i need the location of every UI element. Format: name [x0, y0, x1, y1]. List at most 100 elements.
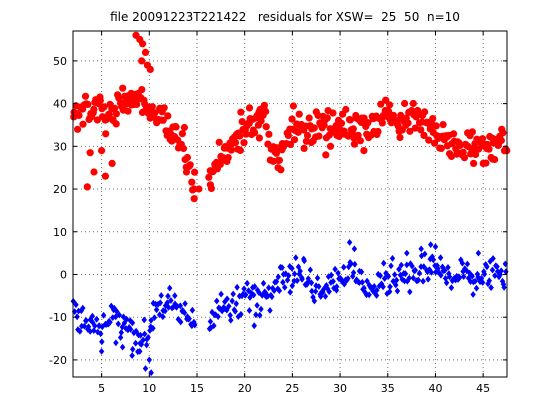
- data-point: [485, 145, 493, 153]
- data-point: [464, 260, 471, 268]
- data-point: [498, 267, 504, 275]
- data-point: [133, 100, 141, 108]
- data-point: [489, 155, 497, 163]
- data-point: [378, 280, 385, 288]
- data-point: [84, 100, 92, 108]
- data-point: [435, 265, 441, 272]
- data-point: [481, 270, 488, 278]
- data-point: [411, 124, 419, 132]
- data-point: [404, 277, 411, 285]
- series-1: [70, 239, 509, 377]
- data-point: [226, 302, 232, 310]
- data-point: [260, 104, 268, 112]
- data-point: [420, 131, 428, 139]
- data-point: [437, 254, 444, 262]
- data-point: [459, 259, 466, 267]
- x-tick-label: 40: [428, 382, 442, 395]
- data-point: [125, 326, 131, 334]
- data-point: [341, 263, 347, 271]
- data-point: [95, 328, 101, 336]
- data-point: [164, 112, 172, 120]
- data-point: [460, 154, 469, 162]
- data-point: [404, 249, 410, 257]
- data-point: [215, 138, 223, 146]
- data-point: [251, 129, 259, 137]
- data-point: [314, 274, 321, 282]
- data-point: [141, 48, 150, 57]
- data-point: [291, 277, 297, 285]
- data-point: [381, 275, 388, 282]
- data-point: [188, 178, 196, 186]
- data-point: [100, 311, 107, 319]
- data-point: [322, 151, 330, 159]
- data-point: [190, 195, 198, 203]
- data-point: [407, 288, 413, 296]
- data-point: [329, 109, 337, 117]
- data-point: [111, 304, 118, 312]
- chart-title: file 20091223T221422 residuals for XSW= …: [110, 10, 460, 24]
- data-point: [315, 132, 323, 140]
- data-point: [293, 254, 299, 262]
- data-point: [490, 255, 496, 262]
- data-point: [255, 108, 263, 116]
- data-point: [448, 284, 455, 292]
- data-point: [381, 259, 387, 267]
- data-point: [282, 284, 288, 291]
- data-point: [469, 272, 475, 280]
- data-point: [492, 272, 498, 279]
- data-point: [346, 116, 354, 124]
- data-point: [191, 168, 199, 176]
- data-point: [404, 119, 412, 127]
- data-point: [332, 265, 338, 273]
- data-point: [280, 278, 286, 286]
- data-point: [418, 263, 424, 271]
- x-tick-label: 20: [238, 382, 252, 395]
- data-point: [118, 329, 124, 336]
- data-point: [383, 269, 389, 277]
- data-point: [160, 313, 166, 321]
- data-point: [157, 299, 163, 307]
- data-point: [83, 317, 89, 324]
- data-point: [359, 278, 365, 286]
- data-point: [432, 243, 439, 251]
- data-point: [119, 323, 125, 331]
- data-point: [287, 288, 293, 296]
- data-point: [98, 147, 106, 155]
- data-point: [248, 290, 255, 297]
- data-point: [387, 288, 393, 295]
- data-point: [494, 263, 500, 270]
- data-point: [488, 284, 494, 291]
- data-point: [93, 116, 101, 124]
- data-point: [286, 140, 294, 148]
- data-point: [160, 104, 168, 112]
- grid-lines: [73, 31, 507, 377]
- data-point: [231, 138, 240, 147]
- y-tick-label: 0: [60, 268, 67, 281]
- data-point: [446, 273, 453, 281]
- data-point: [246, 307, 253, 314]
- data-point: [219, 307, 225, 315]
- data-point: [126, 324, 132, 331]
- data-point: [153, 306, 160, 314]
- data-point: [81, 92, 90, 100]
- data-point: [110, 104, 119, 112]
- data-point: [75, 111, 83, 119]
- data-point: [330, 278, 336, 285]
- data-point: [172, 292, 178, 300]
- data-point: [99, 338, 105, 346]
- data-point: [426, 266, 433, 273]
- data-point: [328, 279, 334, 286]
- data-point: [137, 348, 143, 355]
- data-point: [260, 279, 267, 287]
- data-point: [415, 276, 422, 284]
- data-point: [445, 264, 451, 271]
- data-point: [142, 365, 149, 372]
- data-point: [80, 304, 86, 312]
- data-point: [172, 123, 180, 131]
- data-point: [250, 284, 256, 291]
- data-point: [112, 110, 120, 118]
- data-point: [378, 119, 386, 127]
- data-point: [430, 256, 437, 264]
- data-point: [404, 261, 410, 269]
